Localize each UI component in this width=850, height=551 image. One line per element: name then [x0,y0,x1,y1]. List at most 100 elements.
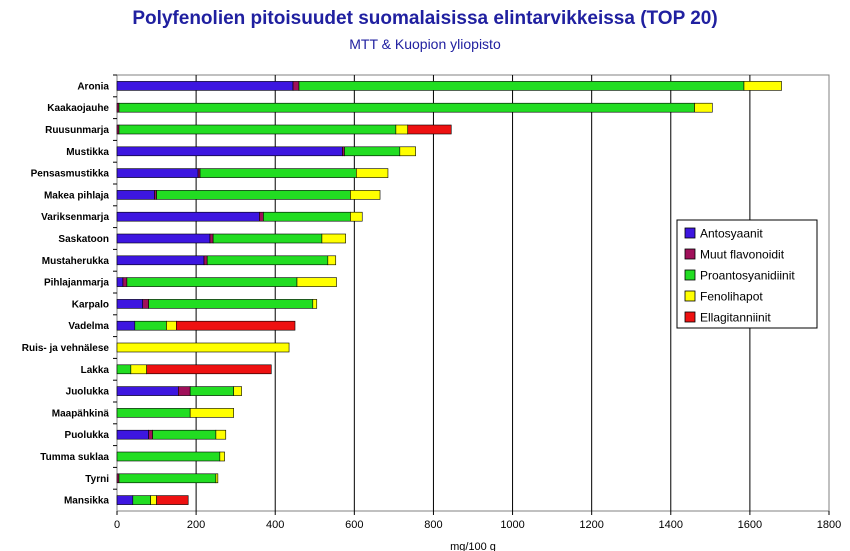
x-tick-label: 1000 [500,519,524,531]
bar-segment [399,146,416,157]
bar-segment [118,102,695,113]
bar-segment [312,299,318,309]
legend-swatch [684,311,696,323]
x-tick-label: 1600 [738,519,762,531]
bar-segment [321,233,346,244]
bar-segment [142,299,149,309]
bars [116,81,782,505]
category-label: Makea pihlaja [44,190,109,201]
bar-segment [189,386,234,396]
chart-title: Polyfenolien pitoisuudet suomalaisissa e… [132,8,718,29]
bar-segment [118,473,217,484]
bar-segment [116,168,199,178]
bar-segment [116,364,132,375]
bar-segment [150,495,157,505]
bar-segment [134,320,167,331]
bar-segment [350,211,363,222]
bar-segment [122,277,128,287]
category-label: Puolukka [65,430,110,441]
bar-segment [116,81,294,91]
bar-segment [148,429,153,440]
bar-segment [395,124,409,135]
x-tick-label: 400 [266,519,284,531]
bar-segment [215,429,227,440]
legend-label: Proantosyanidiinit [700,269,795,283]
bar-segment [743,81,782,91]
category-label: Mustaherukka [42,256,110,267]
bar-segment [694,102,713,113]
bar-segment [116,146,343,157]
legend-swatch [684,248,696,260]
category-label: Tyrni [85,474,109,485]
category-label: Tumma suklaa [40,452,109,463]
bar-segment [292,81,300,91]
legend-label: Fenolihapot [700,290,763,304]
category-label: Lakka [81,365,110,376]
bar-segment [148,299,314,309]
bar-segment [189,408,234,418]
category-label: Mansikka [64,496,109,507]
bar-segment [156,190,351,200]
category-label: Pensasmustikka [31,169,110,180]
bar-segment [116,495,134,505]
bar-segment [203,255,208,266]
bar-segment [178,386,191,396]
bar-segment [212,233,323,244]
bar-segment [118,124,397,135]
category-labels: Aronia Kaakaojauhe Ruusunmarja Mustikka Pens… [22,74,117,507]
bar-segment [166,320,177,331]
category-label: Variksenmarja [41,212,109,223]
bar-segment [206,255,329,266]
legend-box [676,219,818,329]
legend-label: Antosyaanit [700,227,763,241]
bar-segment [116,451,221,462]
bar-segment [407,124,452,135]
x-tick-label: 200 [187,519,205,531]
bar-segment [116,277,124,287]
category-label: Saskatoon [58,234,109,245]
chart-subtitle: MTT & Kuopion yliopisto [349,36,501,52]
bar-segment [116,429,149,440]
legend-swatch [684,290,696,302]
bar-segment [219,451,225,462]
bar-segment [199,168,357,178]
bar-segment [356,168,389,178]
bar-segment [259,211,264,222]
legend-swatch [684,227,696,239]
bar-segment [344,146,401,157]
bar-segment [350,190,381,200]
bar-segment [126,277,298,287]
bar-segment [263,211,351,222]
bar-segment [116,386,179,396]
bar-segment [146,364,272,375]
bar-segment [132,495,151,505]
x-tick-label: 1400 [659,519,683,531]
category-label: Maapähkinä [52,408,110,419]
category-label: Kaakaojauhe [47,103,109,114]
category-label: Pihlajanmarja [44,278,109,289]
legend-swatch [684,269,696,281]
bar-segment [116,408,191,418]
legend-label: Ellagitanniinit [700,311,771,325]
bar-segment [298,81,745,91]
bar-segment [116,320,136,331]
bar-segment [116,299,144,309]
bar-segment [116,190,155,200]
bar-segment [116,342,290,353]
category-label: Karpalo [72,299,109,310]
bar-segment [156,495,189,505]
bar-segment [116,233,211,244]
category-label: Juolukka [66,387,110,398]
bar-segment [116,255,205,266]
category-label: Vadelma [68,321,109,332]
bar-segment [209,233,214,244]
x-tick-label: 0 [114,519,120,531]
x-tick-labels: 0 200 400 600 800 1000 1200 1400 1600 1800 [114,511,841,531]
bar-segment [152,429,217,440]
category-label: Aronia [77,81,109,92]
bar-segment [233,386,242,396]
legend: Antosyaanit Muut flavonoidit Proantosyanid… [676,219,818,329]
bar-segment [296,277,337,287]
category-label: Ruis- ja vehnälese [22,343,110,354]
